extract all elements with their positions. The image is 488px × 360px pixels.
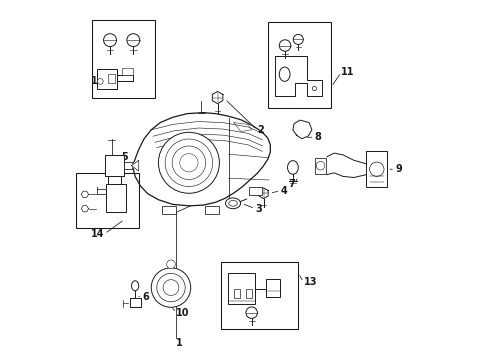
Bar	[106, 184, 126, 212]
Bar	[221, 262, 298, 329]
Circle shape	[163, 280, 179, 296]
Circle shape	[279, 40, 290, 51]
Text: 13: 13	[303, 277, 317, 287]
Circle shape	[245, 307, 257, 319]
Bar	[228, 273, 255, 304]
Circle shape	[293, 35, 303, 44]
Bar	[162, 206, 176, 214]
Circle shape	[180, 154, 198, 172]
Circle shape	[369, 162, 383, 176]
Ellipse shape	[287, 161, 298, 174]
Text: 10: 10	[176, 308, 189, 318]
Text: 3: 3	[255, 204, 262, 214]
Ellipse shape	[228, 201, 237, 206]
Polygon shape	[258, 188, 267, 199]
Bar	[248, 187, 261, 195]
Text: 5: 5	[121, 152, 127, 162]
Bar	[122, 68, 133, 75]
Polygon shape	[131, 160, 139, 171]
Circle shape	[126, 34, 140, 46]
Circle shape	[316, 161, 324, 170]
Bar	[92, 21, 155, 98]
Polygon shape	[212, 91, 223, 104]
Circle shape	[172, 146, 205, 180]
Ellipse shape	[131, 281, 139, 291]
Ellipse shape	[312, 86, 316, 91]
Polygon shape	[81, 206, 88, 212]
Text: 2: 2	[257, 125, 263, 135]
Ellipse shape	[279, 67, 289, 81]
Text: 12: 12	[91, 76, 104, 86]
Bar	[233, 289, 240, 298]
Bar	[129, 298, 140, 307]
Bar	[76, 173, 139, 228]
Bar	[366, 151, 386, 187]
Circle shape	[157, 273, 185, 302]
Bar	[314, 158, 325, 174]
Circle shape	[158, 132, 219, 193]
Text: 14: 14	[91, 229, 104, 239]
Bar	[107, 74, 115, 83]
Circle shape	[165, 139, 212, 186]
Circle shape	[166, 260, 175, 269]
Text: 4: 4	[280, 186, 286, 196]
Polygon shape	[81, 191, 88, 197]
Text: 7: 7	[287, 179, 294, 189]
Circle shape	[151, 268, 190, 307]
Bar	[97, 69, 117, 89]
Text: 8: 8	[314, 132, 321, 142]
Bar	[204, 206, 219, 214]
Text: 9: 9	[394, 164, 401, 174]
Circle shape	[97, 78, 103, 84]
Text: 6: 6	[142, 292, 149, 302]
Bar	[267, 22, 330, 108]
Bar	[265, 279, 280, 297]
Ellipse shape	[225, 198, 240, 209]
Circle shape	[103, 34, 116, 46]
Polygon shape	[292, 120, 311, 139]
Text: 1: 1	[176, 338, 183, 348]
Polygon shape	[274, 56, 321, 96]
Bar	[245, 289, 251, 298]
Text: 11: 11	[341, 67, 354, 77]
Bar	[124, 162, 131, 169]
Bar	[104, 155, 124, 176]
Bar	[108, 175, 121, 184]
